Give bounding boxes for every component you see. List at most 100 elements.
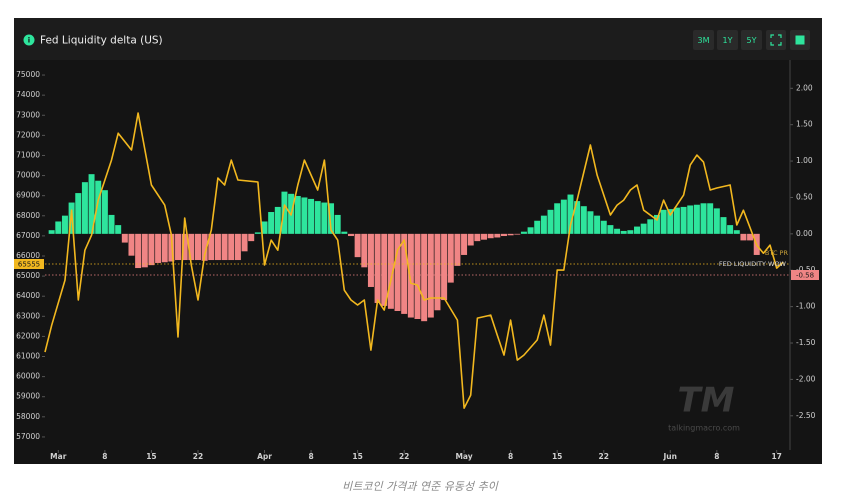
bar	[713, 208, 720, 234]
bar	[700, 203, 707, 234]
y-tick-label: 58000	[16, 412, 40, 421]
y-tick-label: 62000	[16, 331, 40, 340]
last-fed-box	[791, 270, 819, 280]
bar	[653, 214, 660, 234]
x-tick-label: 15	[146, 452, 156, 461]
bar	[301, 197, 308, 234]
x-tick-label: 8	[308, 452, 313, 461]
y2-tick-label: -2.50	[796, 411, 816, 420]
header	[14, 18, 822, 60]
y-tick-label: 71000	[16, 150, 40, 159]
bar	[334, 214, 341, 234]
bar	[407, 233, 414, 318]
bar	[161, 233, 168, 263]
bar	[421, 233, 428, 322]
bar	[314, 201, 321, 234]
range-button[interactable]	[717, 30, 738, 50]
range-button-label: 3M	[698, 36, 710, 45]
bar	[141, 233, 148, 268]
bar	[75, 193, 82, 234]
watermark-logo: TM	[677, 381, 734, 421]
y2-tick-label: 1.50	[796, 120, 813, 129]
x-tick-label: 22	[599, 452, 609, 461]
bar	[527, 227, 534, 234]
bar	[707, 203, 714, 234]
bar	[627, 230, 634, 234]
bar	[228, 233, 235, 261]
x-tick-label: Jun	[663, 452, 677, 461]
bar	[175, 233, 182, 261]
range-button-label: 1Y	[723, 36, 733, 45]
bar	[81, 182, 88, 234]
y2-tick-label: -1.00	[796, 302, 816, 311]
bar	[321, 202, 328, 234]
y-tick-label: 66000	[16, 251, 40, 260]
line	[44, 112, 784, 409]
bar	[234, 233, 241, 261]
y2-tick-label: 0.50	[796, 192, 813, 201]
fullscreen-button[interactable]	[766, 30, 786, 50]
x-tick-label: Mar	[50, 452, 67, 461]
bar	[48, 230, 55, 234]
bar	[434, 233, 441, 311]
bar	[534, 220, 541, 234]
bar	[500, 233, 507, 237]
bar	[634, 226, 641, 234]
x-tick-label: 15	[552, 452, 562, 461]
bar	[108, 214, 115, 234]
bar	[268, 212, 275, 234]
y-tick-label: 69000	[16, 191, 40, 200]
download-icon	[795, 35, 805, 45]
y-tick-label: 65000	[16, 271, 40, 280]
bar	[354, 233, 361, 258]
bar	[361, 233, 368, 268]
bar	[261, 221, 268, 234]
bar	[614, 228, 621, 234]
bar	[347, 233, 354, 237]
bar	[727, 225, 734, 234]
bar	[254, 232, 261, 234]
bar	[128, 233, 135, 256]
y-tick-label: 75000	[16, 70, 40, 79]
x-tick-label: 22	[193, 452, 203, 461]
x-tick-label: Apr	[257, 452, 272, 461]
bar	[740, 233, 747, 241]
bar	[600, 220, 607, 234]
bar	[148, 233, 155, 266]
bar	[547, 209, 554, 234]
bar	[214, 233, 221, 261]
y-tick-label: 64000	[16, 291, 40, 300]
bar	[121, 233, 128, 243]
bar	[328, 203, 335, 234]
fullscreen-icon	[770, 34, 782, 46]
y-tick-label: 68000	[16, 211, 40, 220]
bar	[587, 211, 594, 234]
bar	[294, 196, 301, 234]
range-button-label: 5Y	[747, 36, 757, 45]
bar	[461, 233, 468, 255]
bar	[241, 233, 248, 252]
last-price-box	[14, 259, 44, 269]
range-button[interactable]	[693, 30, 714, 50]
x-tick-label: 8	[102, 452, 107, 461]
y2-tick-label: -0.50	[796, 265, 816, 274]
bar	[580, 206, 587, 234]
range-button[interactable]	[741, 30, 762, 50]
bar	[640, 223, 647, 234]
bar	[201, 233, 208, 261]
bar	[667, 209, 674, 234]
x-tick-label: May	[455, 452, 472, 461]
bar	[687, 205, 694, 234]
bar	[560, 199, 567, 234]
y-tick-label: 72000	[16, 130, 40, 139]
bar	[61, 215, 68, 234]
chart-title: Fed Liquidity delta (US)	[40, 35, 163, 47]
bar	[55, 221, 62, 234]
bar	[188, 233, 195, 261]
bar	[540, 215, 547, 234]
bar	[747, 233, 754, 241]
bar	[394, 233, 401, 311]
info-icon	[23, 34, 35, 46]
legend-btc: BTC PR	[765, 249, 789, 257]
